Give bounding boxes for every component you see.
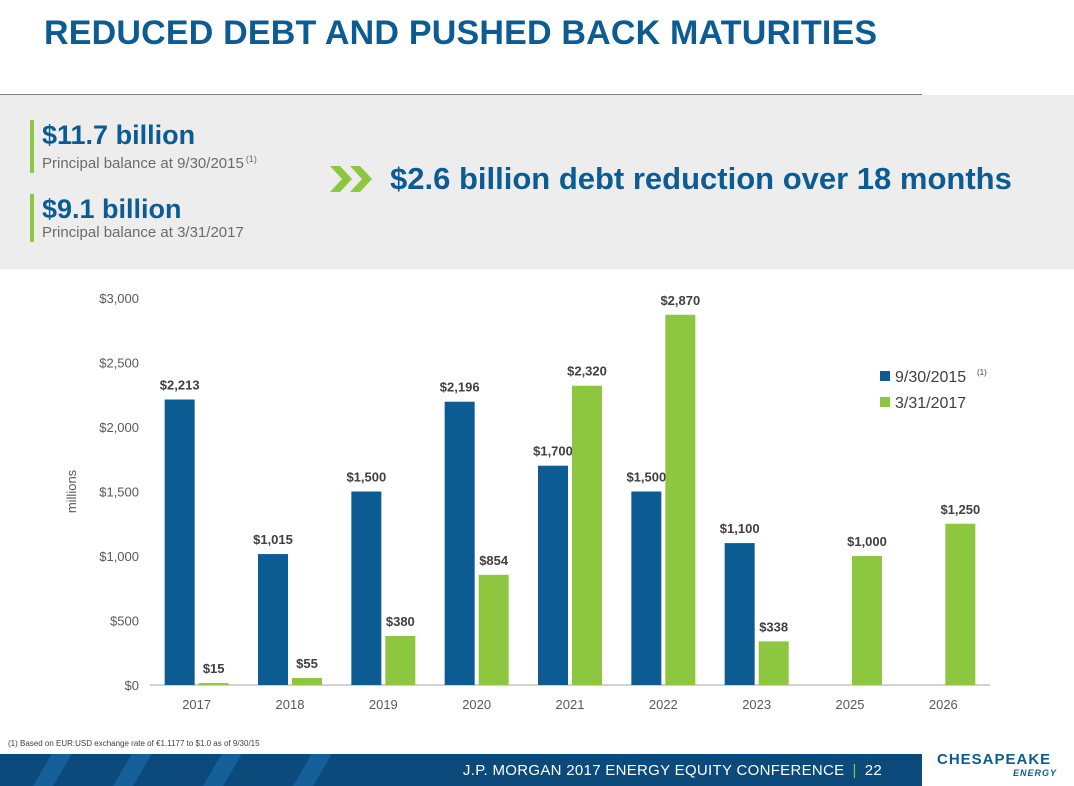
legend-swatch: [880, 371, 890, 381]
bar-mar2017: [385, 635, 416, 685]
x-tick-label: 2022: [649, 697, 678, 712]
y-tick-label: $2,000: [99, 420, 139, 435]
data-label: $2,870: [660, 293, 700, 308]
company-logo: CHESAPEAKE ENERGY: [937, 751, 1057, 778]
data-label: $854: [479, 553, 509, 568]
data-label: $1,500: [626, 470, 666, 485]
title-divider: [0, 94, 922, 95]
y-tick-label: $1,000: [99, 549, 139, 564]
data-label: $55: [296, 656, 318, 671]
stat-principal-2015: $11.7 billion Principal balance at 9/30/…: [30, 120, 257, 173]
bar-sep2015: [724, 543, 755, 685]
data-label: $1,000: [847, 534, 887, 549]
bar-mar2017: [758, 641, 789, 685]
footer-separator: |: [852, 762, 857, 779]
double-chevron-icon: [330, 166, 372, 192]
data-label: $15: [203, 661, 225, 676]
y-tick-label: $3,000: [99, 291, 139, 306]
y-tick-label: $1,500: [99, 485, 139, 500]
stat-label-text: Principal balance at 9/30/2015: [42, 155, 244, 172]
data-label: $1,015: [253, 532, 293, 547]
footer-text: J.P. MORGAN 2017 ENERGY EQUITY CONFERENC…: [463, 762, 882, 779]
data-label: $2,196: [440, 380, 480, 395]
debt-reduction-text: $2.6 billion debt reduction over 18 mont…: [390, 161, 1012, 196]
legend-footnote-marker: (1): [977, 368, 987, 377]
bar-sep2015: [351, 491, 382, 685]
data-label: $1,500: [346, 470, 386, 485]
maturities-bar-chart: $0 $500 $1,000 $1,500 $2,000 $2,500 $3,000 mill…: [64, 291, 990, 712]
y-axis-label: millions: [64, 469, 79, 513]
stat-value: $9.1 billion: [42, 194, 182, 224]
x-tick-label: 2017: [182, 697, 211, 712]
footnote-marker: (1): [245, 154, 257, 164]
x-tick-label: 2025: [836, 697, 865, 712]
page-title: REDUCED DEBT AND PUSHED BACK MATURITIES: [44, 14, 878, 52]
bar-mar2017: [198, 683, 229, 685]
data-label: $1,100: [720, 521, 760, 536]
logo-name: CHESAPEAKE: [937, 751, 1052, 768]
x-tick-label: 2026: [929, 697, 958, 712]
bar-sep2015: [538, 465, 568, 685]
bar-mar2017: [572, 385, 602, 685]
footer-bar: J.P. MORGAN 2017 ENERGY EQUITY CONFERENC…: [0, 754, 922, 786]
x-tick-label: 2018: [276, 697, 305, 712]
page-number: 22: [864, 762, 882, 779]
legend-label: 9/30/2015: [895, 369, 966, 386]
stat-label: Principal balance at 9/30/2015 (1): [42, 150, 257, 173]
data-label: $1,250: [940, 502, 980, 517]
bar-mar2017: [478, 574, 509, 685]
data-label: $380: [386, 614, 415, 629]
bar-sep2015: [258, 554, 288, 685]
data-label: $2,320: [567, 364, 607, 379]
bar-sep2015: [444, 401, 475, 685]
summary-panel: $11.7 billion Principal balance at 9/30/…: [0, 95, 1074, 269]
stat-label: Principal balance at 3/31/2017: [42, 224, 244, 241]
x-tick-label: 2021: [556, 697, 585, 712]
debt-reduction-callout: $2.6 billion debt reduction over 18 mont…: [328, 161, 1012, 197]
y-tick-label: $2,500: [99, 356, 139, 371]
conference-name: J.P. MORGAN 2017 ENERGY EQUITY CONFERENC…: [462, 762, 845, 779]
y-tick-label: $0: [125, 678, 139, 693]
stat-principal-2017: $9.1 billion Principal balance at 3/31/2…: [30, 194, 244, 242]
data-label: $1,700: [533, 444, 573, 459]
data-label: $2,213: [160, 378, 200, 393]
data-label: $338: [759, 619, 788, 634]
stat-value: $11.7 billion: [42, 120, 196, 150]
bar-mar2017: [945, 523, 976, 685]
x-tick-label: 2020: [462, 697, 491, 712]
x-tick-label: 2023: [742, 697, 771, 712]
bar-mar2017: [665, 314, 696, 685]
bar-mar2017: [292, 677, 322, 685]
legend-label: 3/31/2017: [895, 395, 966, 412]
y-tick-label: $500: [110, 614, 139, 629]
logo-subtitle: ENERGY: [1012, 768, 1057, 778]
footnote: (1) Based on EUR:USD exchange rate of €1…: [8, 739, 260, 748]
bar-sep2015: [631, 491, 662, 685]
legend-swatch: [880, 397, 890, 407]
x-tick-label: 2019: [369, 697, 398, 712]
bar-sep2015: [164, 399, 195, 685]
bar-mar2017: [852, 556, 882, 685]
